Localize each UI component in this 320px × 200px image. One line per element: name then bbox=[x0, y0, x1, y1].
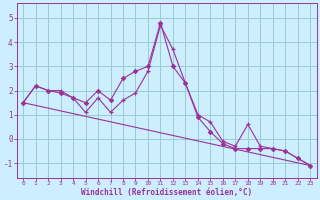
X-axis label: Windchill (Refroidissement éolien,°C): Windchill (Refroidissement éolien,°C) bbox=[81, 188, 252, 197]
